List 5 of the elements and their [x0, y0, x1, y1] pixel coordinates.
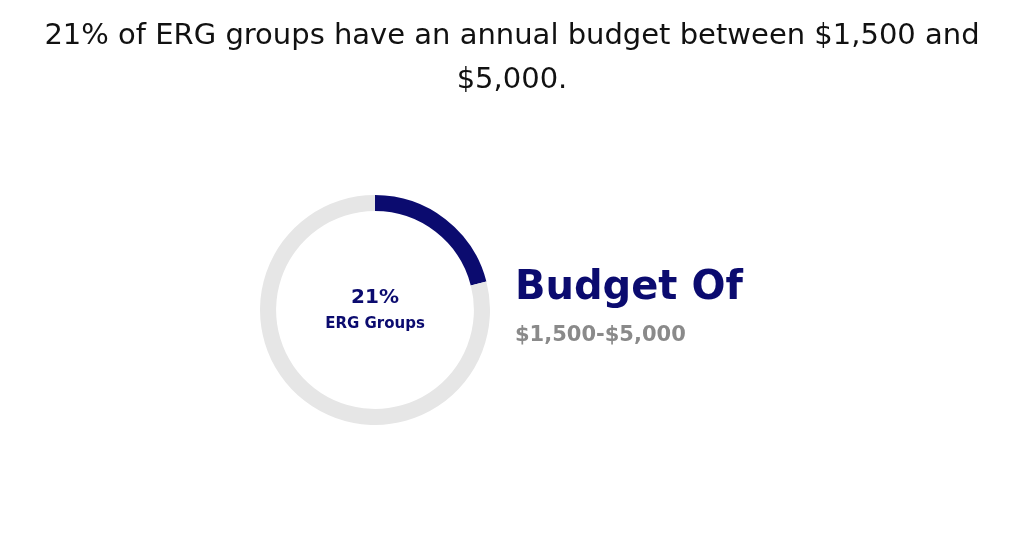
slice-label: ERG Groups — [325, 313, 425, 332]
data-label: 21% — [351, 284, 399, 309]
chart-title: 21% of ERG groups have an annual budget between $1,500 and $5,000. — [43, 16, 981, 97]
text: $1,500-$5,000 — [515, 322, 686, 346]
text: Budget Of — [515, 262, 743, 308]
